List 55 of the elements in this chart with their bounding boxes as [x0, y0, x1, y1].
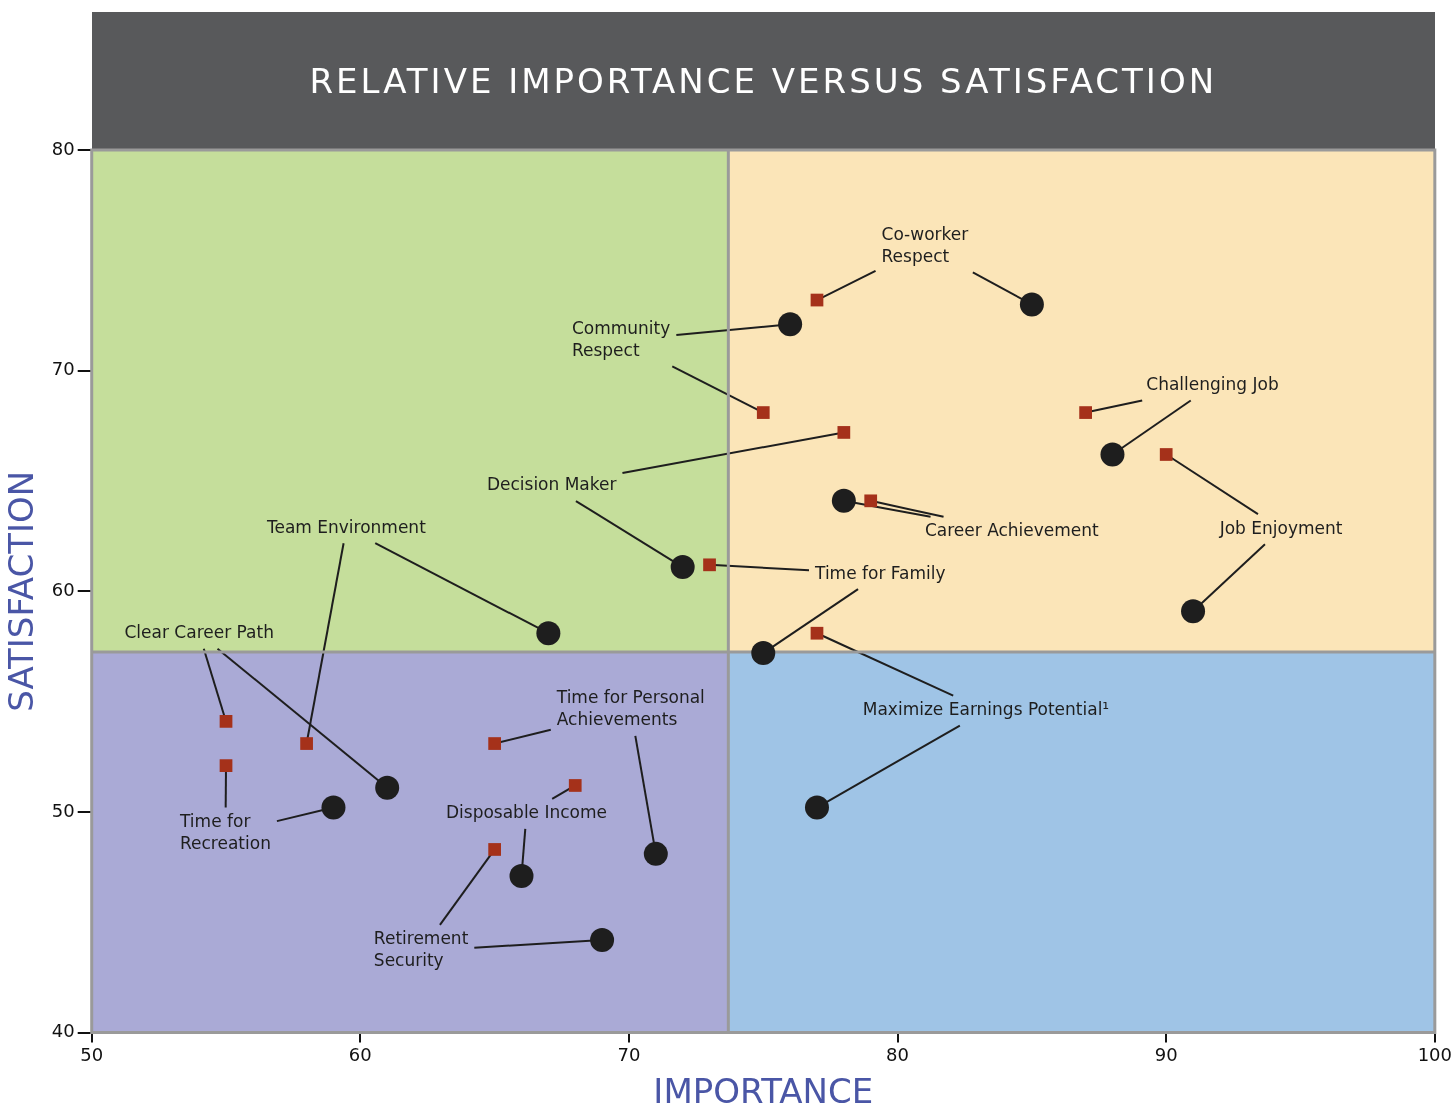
annotation: Career Achievement: [924, 520, 1100, 541]
x-tick-label: 80: [886, 1044, 910, 1066]
annotation: Time for Recreation: [179, 810, 271, 853]
point: [375, 775, 400, 800]
y-tick-label: 80: [51, 137, 75, 159]
point: [804, 795, 829, 820]
y-tick-label: 60: [51, 578, 75, 600]
point: [1100, 442, 1125, 467]
y-axis-title: SATISFACTION: [1, 470, 42, 712]
y-tick-label: 40: [51, 1020, 75, 1042]
point: [1159, 448, 1173, 461]
annotation: Decision Maker: [486, 474, 617, 495]
annotation: Time for Personal Achievements: [555, 687, 705, 730]
x-tick-label: 50: [80, 1044, 104, 1066]
point: [1019, 292, 1044, 317]
annotation: Job Enjoyment: [1218, 517, 1343, 538]
point: [321, 795, 346, 820]
point: [1079, 406, 1092, 419]
point: [751, 641, 776, 666]
point: [300, 737, 313, 750]
point: [756, 406, 770, 419]
annotation: Time for Family: [814, 562, 946, 583]
annotation: Community Respect: [571, 317, 671, 360]
point: [643, 841, 668, 866]
x-tick-label: 100: [1417, 1044, 1452, 1066]
x-tick-label: 60: [348, 1044, 372, 1066]
point: [703, 558, 716, 572]
point: [536, 621, 561, 646]
point: [219, 715, 233, 728]
point: [670, 555, 695, 580]
y-tick-label: 50: [51, 799, 75, 821]
annotation: Maximize Earnings Potential¹: [862, 698, 1110, 719]
point: [778, 312, 803, 337]
point: [831, 488, 856, 513]
point: [219, 759, 233, 772]
x-tick-label: 70: [617, 1044, 641, 1066]
chart-title: RELATIVE IMPORTANCE VERSUS SATISFACTION: [91, 12, 1435, 150]
annotation: Clear Career Path: [124, 622, 274, 643]
annotation: Team Environment: [265, 516, 427, 537]
point: [810, 626, 824, 640]
point: [1181, 599, 1206, 624]
point: [509, 863, 534, 888]
point: [590, 927, 615, 952]
y-tick-label: 70: [51, 358, 75, 380]
annotation: Co-worker Respect: [881, 223, 969, 266]
annotation: Retirement Security: [373, 928, 469, 971]
point: [864, 494, 878, 508]
annotation: Challenging Job: [1146, 373, 1279, 394]
x-tick-label: 90: [1154, 1044, 1178, 1066]
x-axis-title: IMPORTANCE: [653, 1071, 874, 1112]
point: [488, 737, 501, 750]
point: [568, 779, 582, 792]
point: [837, 426, 851, 439]
point: [488, 843, 501, 856]
annotation: Disposable Income: [445, 802, 608, 823]
